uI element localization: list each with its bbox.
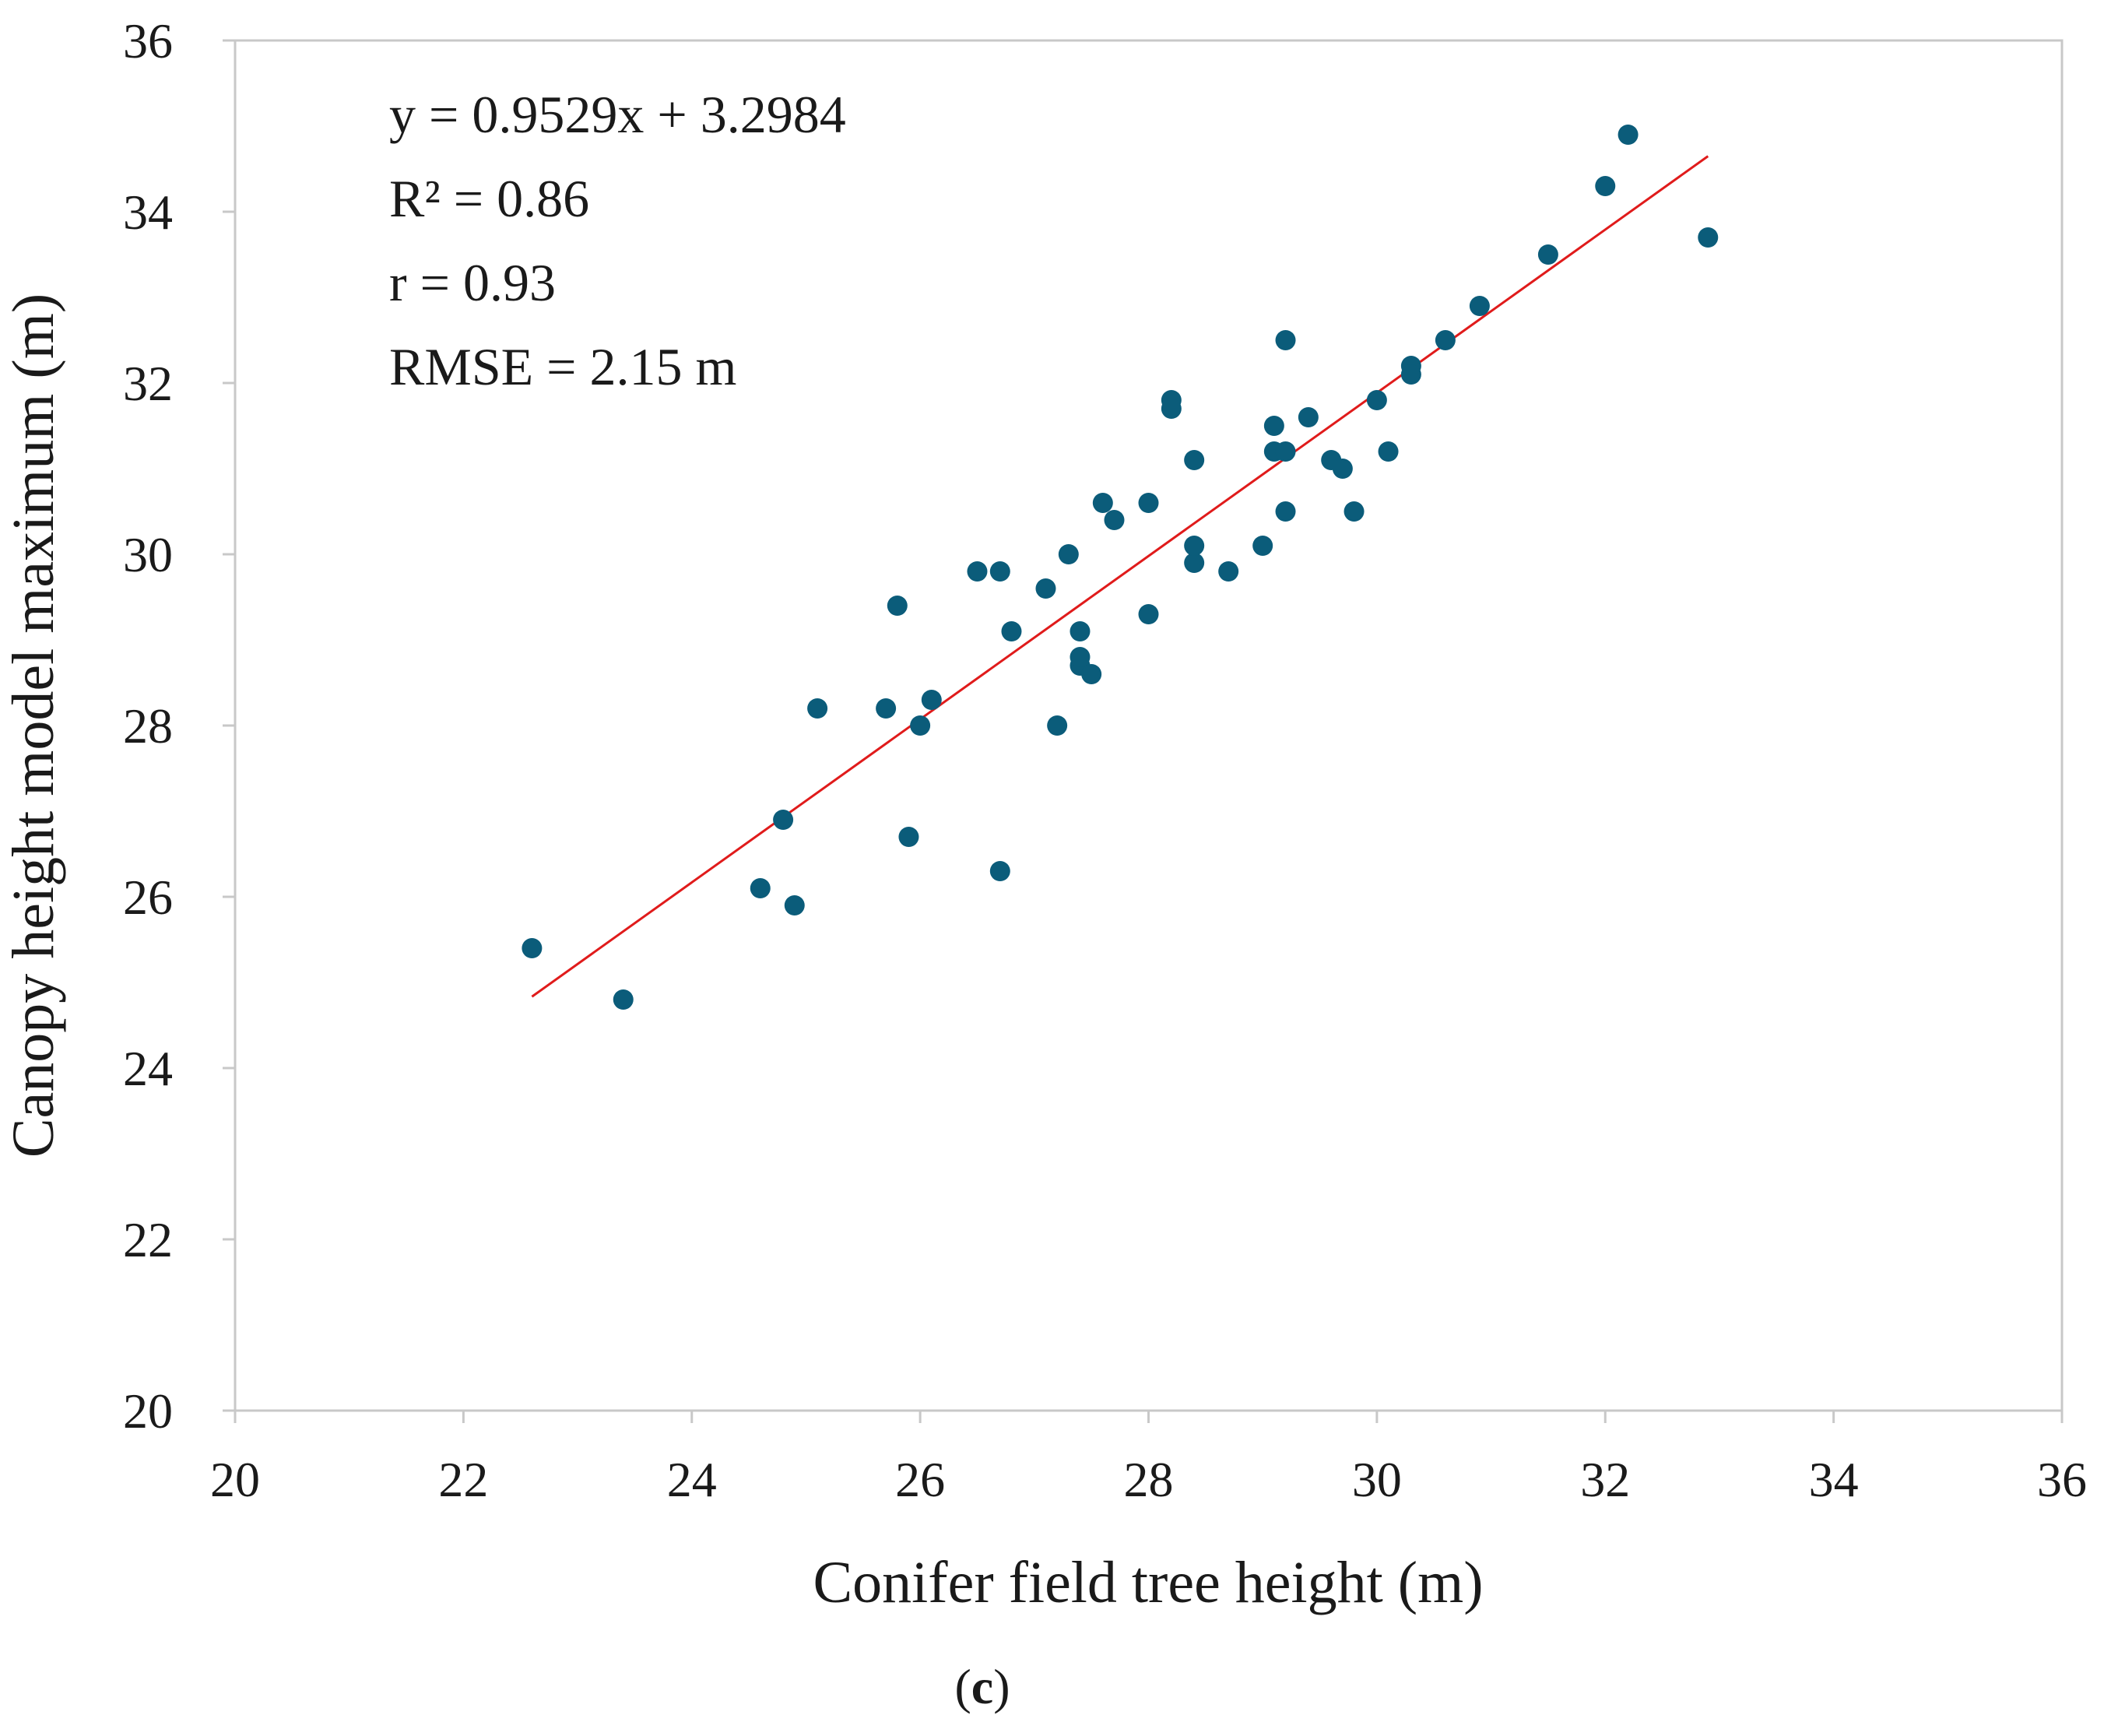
plot-area-border [234,39,2064,1412]
panel-label: (c) [954,1659,1010,1714]
data-point [1218,561,1239,582]
data-point [1366,390,1387,410]
data-point [1047,715,1068,736]
data-point [1400,364,1421,385]
data-point [1275,441,1296,462]
y-tick-label: 30 [123,527,173,582]
data-point [1001,621,1022,641]
data-point [1138,493,1159,513]
data-point [921,690,942,710]
panel-label-letter: c [971,1659,993,1714]
data-point [1698,227,1719,248]
data-point [1184,536,1205,556]
x-tick-label: 36 [2037,1452,2087,1507]
data-point [1184,553,1205,573]
data-point [910,715,931,736]
x-tick-label: 28 [1124,1452,1174,1507]
data-point [967,561,988,582]
data-point [1070,647,1091,667]
data-point [1378,441,1399,462]
data-point [1058,544,1079,564]
data-point [1435,330,1456,350]
y-tick-label: 32 [123,356,173,411]
r2-annotation: R² = 0.86 [389,169,589,228]
data-point [784,895,805,915]
data-point [613,989,634,1010]
data-point [898,827,919,847]
data-point [1263,416,1284,436]
panel-label-close: ) [993,1659,1010,1714]
data-point [1161,399,1182,419]
data-point [1275,330,1296,350]
data-point [1104,510,1125,530]
x-tick-label: 24 [667,1452,717,1507]
data-point [1275,501,1296,522]
data-point [1035,578,1056,599]
data-point [1092,493,1113,513]
rmse-annotation: RMSE = 2.15 m [389,337,736,396]
data-point [887,596,908,616]
equation-annotation: y = 0.9529x + 3.2984 [389,85,846,144]
data-point [807,698,828,719]
y-axis-ticks: 20 22 24 26 28 30 32 34 36 [123,13,235,1439]
data-point [1537,244,1558,265]
data-point [1617,125,1639,145]
data-point [876,698,897,719]
data-point [989,561,1010,582]
y-tick-label: 34 [123,184,173,240]
y-tick-label: 28 [123,698,173,754]
y-tick-label: 36 [123,13,173,69]
data-point [1081,664,1102,684]
data-point [1070,621,1091,641]
x-tick-label: 30 [1352,1452,1402,1507]
data-point [1298,407,1319,427]
trendline-group [531,155,1709,998]
data-point [1252,536,1273,556]
data-point [1595,176,1616,196]
x-tick-label: 22 [438,1452,488,1507]
data-point [1469,296,1490,316]
data-point [989,861,1010,881]
data-point [750,878,771,898]
data-point [773,810,794,830]
y-axis-title: Canopy height model maximum (m) [1,293,66,1158]
x-tick-label: 34 [1809,1452,1859,1507]
y-tick-label: 26 [123,870,173,925]
x-tick-label: 20 [210,1452,260,1507]
y-tick-label: 20 [123,1383,173,1439]
x-tick-label: 32 [1580,1452,1630,1507]
r-annotation: r = 0.93 [389,253,556,312]
data-point [1138,604,1159,624]
y-tick-label: 22 [123,1212,173,1267]
data-point [1184,450,1205,470]
data-points [522,125,1719,1010]
panel-label-open: ( [954,1659,971,1714]
y-tick-label: 24 [123,1041,173,1096]
x-axis-title: Conifer field tree height (m) [813,1550,1483,1615]
trendline [531,155,1709,998]
x-axis-ticks: 20 22 24 26 28 30 32 34 36 [210,1411,2087,1507]
x-tick-label: 26 [895,1452,945,1507]
data-point [1332,459,1353,479]
data-point [522,938,543,958]
data-point [1344,501,1365,522]
